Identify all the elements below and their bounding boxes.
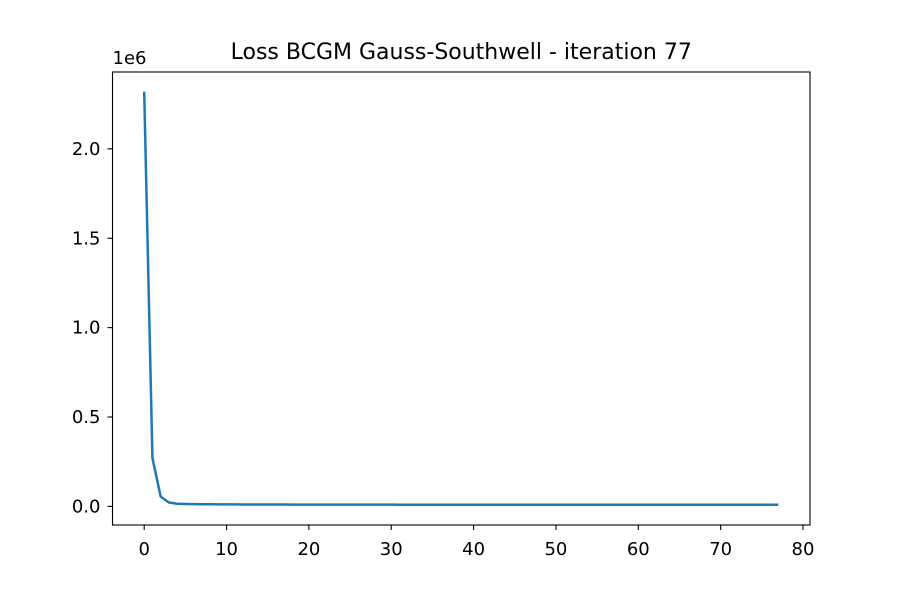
x-tick-label: 0 [138, 539, 149, 560]
plot-area [112, 72, 810, 525]
x-tick-label: 20 [297, 539, 320, 560]
y-tick-label: 2.0 [72, 139, 101, 160]
loss-series-line [142, 91, 779, 507]
x-tick-label: 10 [215, 539, 238, 560]
y-axis-ticks: 0.0 0.5 1.0 1.5 2.0 [72, 139, 113, 517]
y-tick-label: 1.5 [72, 228, 101, 249]
x-tick-label: 80 [792, 539, 815, 560]
y-tick-label: 1.0 [72, 318, 101, 339]
x-tick-label: 30 [380, 539, 403, 560]
x-tick-label: 70 [709, 539, 732, 560]
y-tick-label: 0.5 [72, 407, 101, 428]
plot-frame [111, 71, 811, 526]
x-tick-label: 40 [462, 539, 485, 560]
y-axis-offset-label: 1e6 [113, 48, 147, 69]
chart-title: Loss BCGM Gauss-Southwell - iteration 77 [231, 40, 692, 65]
x-tick-label: 50 [544, 539, 567, 560]
x-tick-label: 60 [627, 539, 650, 560]
y-tick-label: 0.0 [72, 496, 101, 517]
x-axis-ticks: 0 10 20 30 40 50 60 70 80 [138, 525, 814, 560]
